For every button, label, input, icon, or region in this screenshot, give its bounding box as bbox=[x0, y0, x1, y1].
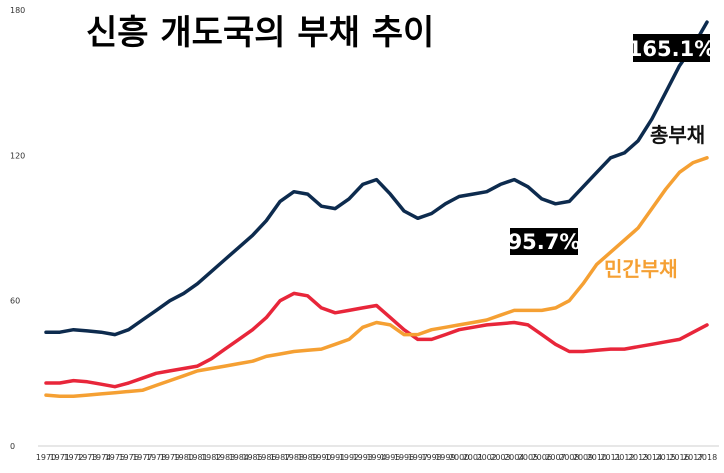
x-tick-label: 2017 bbox=[683, 453, 703, 462]
x-tick-label: 2001 bbox=[463, 453, 483, 462]
x-tick-label: 2008 bbox=[559, 453, 579, 462]
series-line bbox=[44, 20, 709, 337]
x-tick-label: 1990 bbox=[311, 453, 331, 462]
axes: 0601201801970197119721973197419751976197… bbox=[10, 6, 719, 462]
x-tick-label: 1986 bbox=[256, 453, 276, 462]
x-tick-label: 1977 bbox=[132, 453, 152, 462]
x-tick-label: 1985 bbox=[242, 453, 262, 462]
x-tick-label: 1984 bbox=[229, 453, 249, 462]
x-tick-label: 1970 bbox=[36, 453, 56, 462]
x-tick-label: 2015 bbox=[656, 453, 676, 462]
x-tick-label: 1982 bbox=[201, 453, 221, 462]
x-tick-label: 1998 bbox=[421, 453, 441, 462]
x-tick-label: 1980 bbox=[174, 453, 194, 462]
x-tick-label: 2004 bbox=[504, 453, 524, 462]
x-tick-label: 1992 bbox=[339, 453, 359, 462]
y-tick-label: 120 bbox=[10, 151, 25, 160]
x-tick-label: 2013 bbox=[628, 453, 648, 462]
callout-label: 165.1% bbox=[628, 37, 715, 61]
x-tick-label: 1996 bbox=[394, 453, 414, 462]
series-label: 민간부채 bbox=[604, 257, 678, 281]
x-tick-label: 1994 bbox=[366, 453, 386, 462]
y-tick-label: 0 bbox=[10, 442, 15, 451]
x-tick-label: 2014 bbox=[642, 453, 662, 462]
x-tick-label: 2005 bbox=[518, 453, 538, 462]
x-tick-label: 1995 bbox=[380, 453, 400, 462]
x-tick-label: 1978 bbox=[146, 453, 166, 462]
x-tick-label: 1989 bbox=[297, 453, 317, 462]
x-tick-label: 2003 bbox=[490, 453, 510, 462]
x-tick-label: 1979 bbox=[160, 453, 180, 462]
series-line bbox=[44, 156, 709, 399]
x-tick-label: 1991 bbox=[325, 453, 345, 462]
x-tick-label: 1997 bbox=[408, 453, 428, 462]
x-tick-label: 1971 bbox=[50, 453, 70, 462]
x-tick-label: 1975 bbox=[105, 453, 125, 462]
series-label: 총부채 bbox=[650, 123, 705, 147]
x-tick-label: 2009 bbox=[573, 453, 593, 462]
x-tick-label: 1981 bbox=[187, 453, 207, 462]
callout-box bbox=[633, 34, 710, 62]
y-tick-label: 180 bbox=[10, 6, 25, 15]
x-tick-label: 2012 bbox=[614, 453, 634, 462]
x-tick-label: 1999 bbox=[435, 453, 455, 462]
x-tick-label: 2016 bbox=[669, 453, 689, 462]
chart-title: 신흥 개도국의 부채 추이 bbox=[86, 13, 434, 53]
callout-box bbox=[510, 228, 578, 255]
x-tick-label: 1988 bbox=[284, 453, 304, 462]
x-tick-label: 2018 bbox=[697, 453, 717, 462]
x-tick-label: 2000 bbox=[449, 453, 469, 462]
x-tick-label: 1972 bbox=[63, 453, 83, 462]
y-tick-label: 60 bbox=[10, 297, 20, 306]
series-lines bbox=[44, 20, 709, 399]
x-tick-label: 2002 bbox=[476, 453, 496, 462]
series-line bbox=[44, 291, 709, 389]
x-tick-label: 1976 bbox=[118, 453, 138, 462]
x-tick-label: 2011 bbox=[600, 453, 620, 462]
callout-label: 95.7% bbox=[508, 230, 581, 254]
x-tick-label: 1983 bbox=[215, 453, 235, 462]
x-tick-label: 1987 bbox=[270, 453, 290, 462]
x-tick-label: 1974 bbox=[91, 453, 111, 462]
x-tick-label: 1993 bbox=[353, 453, 373, 462]
x-tick-label: 2007 bbox=[545, 453, 565, 462]
x-tick-label: 1973 bbox=[77, 453, 97, 462]
x-tick-label: 2006 bbox=[532, 453, 552, 462]
x-tick-label: 2010 bbox=[587, 453, 607, 462]
